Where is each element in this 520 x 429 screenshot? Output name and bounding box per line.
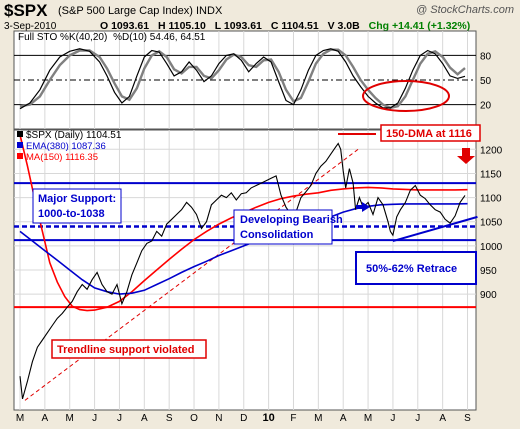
price-y-tick-label: 900 xyxy=(480,290,497,301)
legend-price-swatch xyxy=(17,131,23,137)
dma-box xyxy=(380,124,481,142)
legend-price: $SPX (Daily) 1104.51 xyxy=(26,130,122,141)
legend-ema: EMA(380) 1087.36 xyxy=(26,141,106,152)
ema380-line xyxy=(19,202,468,295)
change-value: Chg +14.41 (+1.32%) xyxy=(368,20,471,32)
price-y-tick-label: 1050 xyxy=(480,218,503,229)
symbol-title: $SPX xyxy=(4,1,48,20)
index-name: (S&P 500 Large Cap Index) INDX xyxy=(58,5,223,17)
x-tick-label: A xyxy=(340,413,347,424)
x-axis: M A M J J A S O N D 10 F M A M J J A S xyxy=(16,412,471,424)
x-tick-label: M xyxy=(364,413,372,424)
annotation-dma: 150-DMA at 1116 xyxy=(380,124,481,142)
ma150-line xyxy=(19,134,468,312)
support-text-2: 1000-to-1038 xyxy=(38,208,105,220)
retrace-text: 50%-62% Retrace xyxy=(366,263,457,275)
x-tick-label: F xyxy=(290,413,296,424)
stochastic-lines xyxy=(19,48,466,110)
sto-y-tick-label: 50 xyxy=(480,76,492,87)
stochastic-d-label: %D(10) 54.46, 64.51 xyxy=(113,32,206,43)
brand-watermark: @ StockCharts.com xyxy=(416,4,514,16)
open-value: O 1093.61 xyxy=(100,20,150,32)
red-down-arrow-icon xyxy=(457,148,475,164)
blue-arrow-icon xyxy=(356,202,370,212)
low-value: L 1093.61 xyxy=(214,20,262,32)
price-y-axis: 900 950 1000 1050 1100 1150 1200 xyxy=(480,145,503,301)
dma-text: 150-DMA at 1116 xyxy=(386,128,472,140)
bearish-text-2: Consolidation xyxy=(240,229,314,241)
stochastic-grid xyxy=(14,31,476,129)
annotation-bearish: Developing Bearish Consolidation xyxy=(233,209,343,245)
stochastic-panel xyxy=(13,30,477,130)
x-tick-label: J xyxy=(390,413,395,424)
close-value: C 1104.51 xyxy=(270,20,319,32)
support-box xyxy=(32,188,122,224)
rising-trendline xyxy=(392,215,478,242)
x-tick-label: J xyxy=(92,413,97,424)
x-tick-label: N xyxy=(215,413,222,424)
oversold-ellipse xyxy=(362,80,450,112)
legend-ma: MA(150) 1116.35 xyxy=(26,152,98,163)
x-tick-label: S xyxy=(166,413,173,424)
trendline-box xyxy=(51,339,207,359)
x-tick-label: 10 xyxy=(262,412,274,424)
quote-summary: O 1093.61 H 1105.10 L 1093.61 C 1104.51 … xyxy=(100,20,476,32)
x-tick-label: M xyxy=(66,413,74,424)
annotation-retrace: 50%-62% Retrace xyxy=(355,251,477,285)
volume-value: V 3.0B xyxy=(327,20,360,32)
stochastic-y-axis: 20 50 80 xyxy=(480,51,492,111)
bearish-box xyxy=(233,209,333,245)
high-value: H 1105.10 xyxy=(157,20,206,32)
support-text-1: Major Support: xyxy=(38,193,116,205)
annotation-trendline: Trendline support violated xyxy=(51,339,207,359)
x-tick-label: J xyxy=(117,413,122,424)
price-y-tick-label: 1150 xyxy=(480,169,502,180)
price-lines xyxy=(14,134,478,401)
x-tick-label: O xyxy=(190,413,198,424)
x-tick-label: A xyxy=(141,413,148,424)
x-tick-label: A xyxy=(42,413,49,424)
retrace-box xyxy=(355,251,477,285)
price-y-tick-label: 1100 xyxy=(480,194,502,205)
x-tick-label: S xyxy=(464,413,471,424)
annotation-support: Major Support: 1000-to-1038 xyxy=(32,188,122,224)
stochastic-k-label: Full STO %K(40,20) xyxy=(18,32,107,43)
price-legend: $SPX (Daily) 1104.51 EMA(380) 1087.36 MA… xyxy=(17,130,122,163)
legend-ma-swatch xyxy=(17,153,23,159)
x-tick-label: M xyxy=(314,413,322,424)
sto-y-tick-label: 20 xyxy=(480,101,492,112)
price-y-tick-label: 1200 xyxy=(480,145,503,156)
sto-y-tick-label: 80 xyxy=(480,51,492,62)
x-tick-label: M xyxy=(16,413,24,424)
stochastic-label: Full STO %K(40,20) %D(10) 54.46, 64.51 xyxy=(18,32,206,43)
sto-d-line xyxy=(19,48,466,110)
x-tick-label: D xyxy=(240,413,247,424)
bearish-text-1: Developing Bearish xyxy=(240,214,343,226)
x-tick-label: J xyxy=(415,413,420,424)
legend-ema-swatch xyxy=(17,142,23,148)
trendline-text: Trendline support violated xyxy=(57,344,195,356)
price-y-tick-label: 950 xyxy=(480,266,497,277)
price-y-tick-label: 1000 xyxy=(480,242,503,253)
quote-date: 3-Sep-2010 xyxy=(4,21,57,32)
price-line xyxy=(19,142,466,400)
sto-k-line xyxy=(19,48,466,110)
x-tick-label: A xyxy=(439,413,446,424)
